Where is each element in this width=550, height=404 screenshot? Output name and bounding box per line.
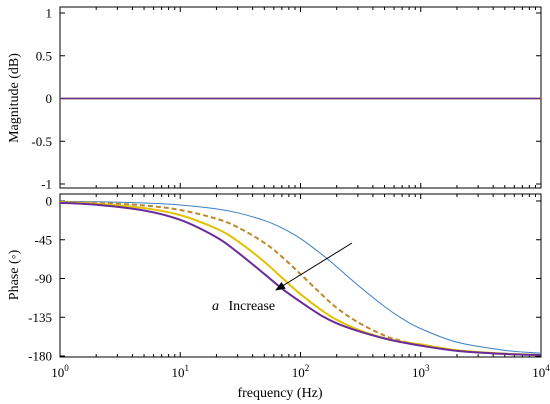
increase-arrow: [275, 242, 353, 291]
y-tick-label: 1: [46, 6, 53, 21]
y-tick-label: 0: [46, 91, 53, 106]
x-tick-label: 100: [51, 363, 69, 380]
y-tick-label: -135: [28, 310, 52, 325]
y-tick-label: -1: [41, 177, 52, 192]
series-line-1: [59, 200, 542, 356]
x-tick-label: 101: [172, 363, 190, 380]
phase-series: [59, 200, 542, 356]
phase-y-ticks: 0 -45 -90 -135 -180: [28, 194, 541, 364]
magnitude-panel: 1 0.5 0 -0.5 -1 Magnitude (dB): [7, 6, 542, 192]
series-line-3: [59, 201, 542, 356]
annotation-label: Increase: [229, 299, 276, 314]
phase-panel: 0 -45 -90 -135 -180 100 101 102 103 104 Phase (◦…: [7, 193, 550, 401]
series-line-2: [59, 201, 542, 356]
y-tick-label: -90: [35, 271, 52, 286]
x-tick-label: 103: [412, 363, 430, 380]
magnitude-x-ticks: [59, 7, 536, 188]
y-tick-label: -45: [35, 232, 52, 247]
annotation-variable: a: [212, 299, 219, 314]
series-line-0: [59, 200, 542, 354]
frequency-axis-title: frequency (Hz): [237, 386, 322, 401]
y-tick-label: 0: [46, 194, 53, 209]
magnitude-plot-frame: [59, 6, 542, 189]
phase-plot-frame: [59, 193, 542, 358]
y-tick-label: -0.5: [31, 134, 52, 149]
x-tick-label: 104: [532, 363, 550, 380]
y-tick-label: -180: [28, 349, 52, 364]
phase-axis-title: Phase (◦): [7, 249, 22, 300]
y-tick-label: 0.5: [36, 48, 52, 63]
increase-annotation: a Increase: [212, 299, 275, 314]
magnitude-y-ticks: 1 0.5 0 -0.5 -1: [31, 6, 541, 192]
phase-x-ticks: 100 101 102 103 104: [51, 194, 550, 380]
magnitude-axis-title: Magnitude (dB): [7, 53, 22, 143]
x-tick-label: 102: [292, 363, 310, 380]
